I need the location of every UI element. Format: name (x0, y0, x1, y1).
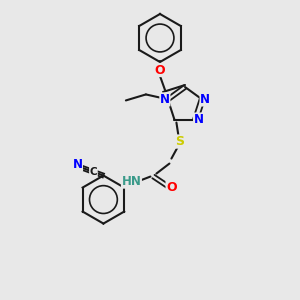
Text: O: O (155, 64, 165, 76)
Text: N: N (200, 93, 210, 106)
Text: S: S (175, 135, 184, 148)
Text: HN: HN (122, 175, 141, 188)
Text: N: N (72, 158, 82, 171)
Text: C: C (90, 167, 97, 177)
Text: N: N (160, 93, 170, 106)
Text: O: O (166, 181, 177, 194)
Text: N: N (194, 113, 204, 126)
